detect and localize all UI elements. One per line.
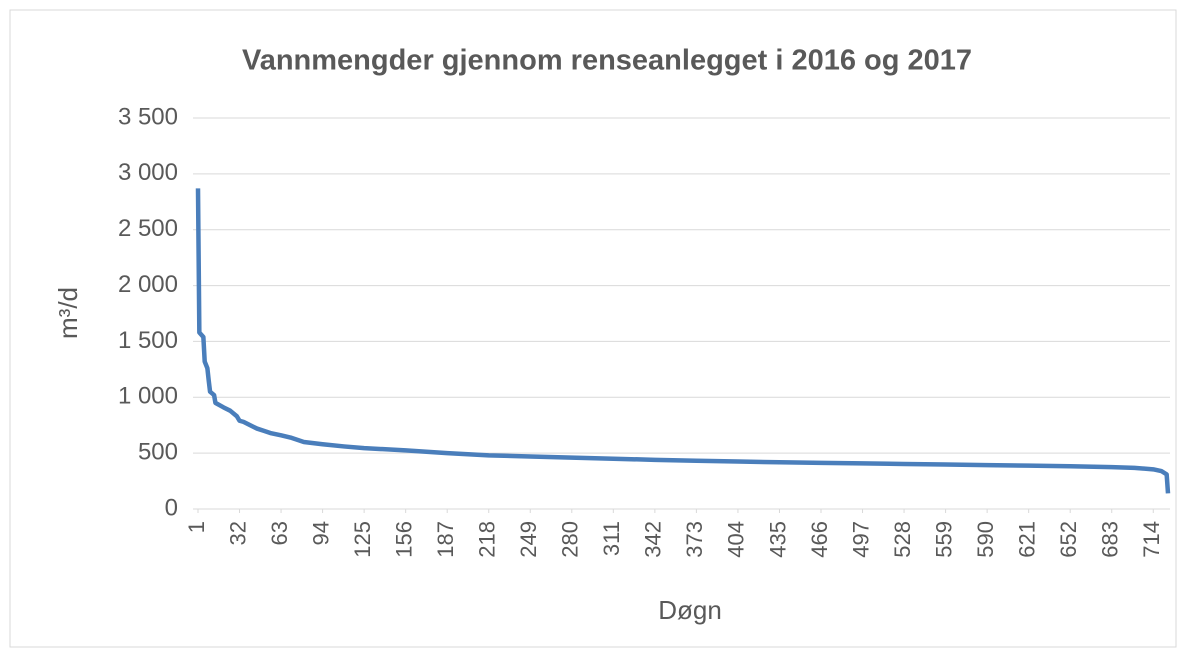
y-tick-label: 3 000: [118, 159, 178, 186]
x-tick-label: 621: [1014, 521, 1039, 558]
x-tick-label: 94: [308, 521, 333, 545]
x-tick-label: 528: [890, 521, 915, 558]
chart-title: Vannmengder gjennom renseanlegget i 2016…: [242, 45, 972, 77]
x-tick-label: 32: [225, 521, 250, 545]
x-tick-label: 683: [1098, 521, 1123, 558]
x-tick-label: 342: [641, 521, 666, 558]
data-line: [195, 188, 1171, 494]
x-tick-label: 652: [1056, 521, 1081, 558]
x-tick-label: 714: [1139, 521, 1164, 558]
y-tick-label: 3 500: [118, 103, 178, 130]
y-tick-label: 500: [138, 438, 178, 465]
x-tick-label: 435: [765, 521, 790, 558]
chart-border: [9, 9, 1177, 648]
x-axis-label: Døgn: [658, 595, 722, 625]
x-tick-label: 280: [558, 521, 583, 558]
x-tick-label: 187: [433, 521, 458, 558]
x-tick-label: 404: [724, 521, 749, 558]
x-tick-label: 497: [848, 521, 873, 558]
x-tick-label: 218: [475, 521, 500, 558]
y-tick-label: 0: [165, 494, 178, 521]
x-tick-label: 156: [391, 521, 416, 558]
y-tick-label: 2 000: [118, 271, 178, 298]
x-tick-label: 373: [682, 521, 707, 558]
x-tick-label: 63: [267, 521, 292, 545]
x-tick-label: 125: [350, 521, 375, 558]
y-tick-label: 1 500: [118, 327, 178, 354]
x-tick-label: 559: [931, 521, 956, 558]
y-tick-label: 2 500: [118, 215, 178, 242]
x-tick-label: 590: [973, 521, 998, 558]
x-tick-label: 1: [184, 521, 209, 533]
x-tick-label: 311: [599, 521, 624, 556]
x-tick-label: 466: [807, 521, 832, 558]
y-tick-label: 1 000: [118, 383, 178, 410]
x-tick-label: 249: [516, 521, 541, 558]
y-axis-label: m³/d: [53, 287, 83, 339]
